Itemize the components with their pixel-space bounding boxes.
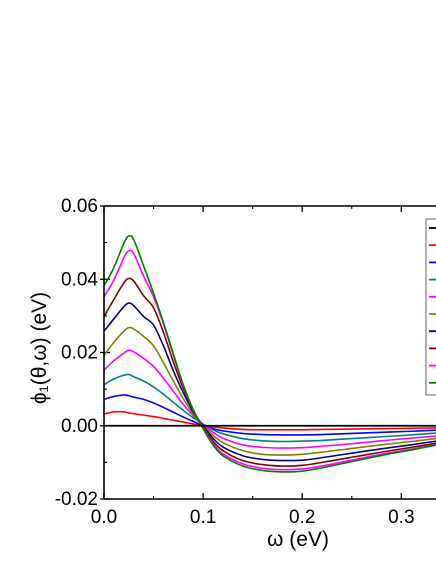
series-lines xyxy=(104,234,436,473)
x-tick-label: 0.1 xyxy=(190,507,216,528)
y-tick-label: 0.02 xyxy=(61,343,98,364)
series-line-1 xyxy=(104,410,436,431)
series-line-9 xyxy=(104,234,436,473)
x-tick-label: 0.2 xyxy=(289,507,315,528)
series-line-7 xyxy=(104,277,436,467)
y-tick-label: 0.04 xyxy=(61,269,98,290)
axis-ticks xyxy=(100,205,402,500)
tick-labels: -0.02 0.00 0.02 0.04 0.06 0.0 0.1 0.2 0.3 xyxy=(55,196,415,528)
legend-box xyxy=(425,218,436,396)
y-axis-title: ϕ₁(θ,ω) (eV) xyxy=(28,292,51,404)
y-tick-label: -0.02 xyxy=(55,489,98,510)
y-tick-label: 0.00 xyxy=(61,416,98,437)
x-tick-label: 0.0 xyxy=(91,507,117,528)
legend xyxy=(425,218,436,396)
axes-frame xyxy=(103,205,436,500)
series-line-4 xyxy=(104,349,436,449)
x-axis-title: ω (eV) xyxy=(267,528,329,551)
x-tick-label: 0.3 xyxy=(388,507,414,528)
y-tick-label: 0.06 xyxy=(61,196,98,217)
